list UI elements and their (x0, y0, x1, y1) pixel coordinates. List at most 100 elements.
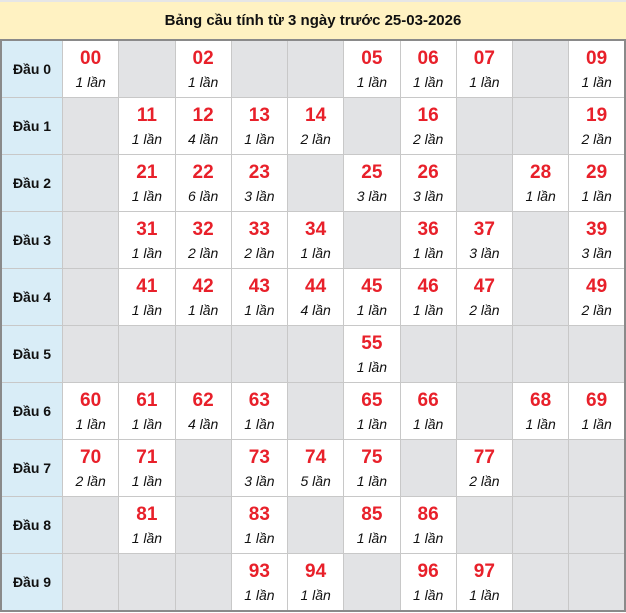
empty-cell (343, 553, 401, 612)
empty-cell (455, 325, 514, 383)
number-cell: 26 3 lần (399, 154, 457, 212)
row-label: Đầu 7 (0, 439, 63, 497)
lottery-number: 36 (417, 218, 439, 240)
lottery-number: 49 (586, 275, 608, 297)
occurrence-count: 1 lần (412, 301, 444, 318)
empty-cell (61, 553, 120, 612)
number-cell: 41 1 lần (118, 268, 176, 326)
lottery-number: 93 (248, 560, 270, 582)
lottery-number: 16 (417, 104, 439, 126)
number-cell: 49 2 lần (568, 268, 626, 326)
occurrence-count: 1 lần (356, 73, 388, 90)
occurrence-count: 4 lần (300, 301, 331, 318)
occurrence-count: 1 lần (75, 415, 106, 432)
occurrence-count: 3 lần (244, 187, 275, 204)
occurrence-count: 1 lần (469, 586, 500, 603)
number-cell: 16 2 lần (399, 97, 457, 155)
number-cell: 68 1 lần (511, 382, 570, 440)
lottery-number: 25 (361, 161, 383, 183)
number-cell: 36 1 lần (399, 211, 457, 269)
row-label: Đầu 4 (0, 268, 63, 326)
number-cell: 09 1 lần (568, 39, 626, 98)
table-row: Đầu 5 55 1 lần (0, 325, 626, 383)
lottery-number: 68 (530, 389, 552, 411)
empty-cell (343, 97, 401, 155)
empty-cell (286, 39, 345, 98)
row-label: Đầu 5 (0, 325, 63, 383)
empty-cell (61, 211, 120, 269)
number-cell: 21 1 lần (118, 154, 176, 212)
number-cell: 29 1 lần (568, 154, 626, 212)
number-cell: 71 1 lần (118, 439, 176, 497)
number-cell: 05 1 lần (343, 39, 401, 98)
number-cell: 06 1 lần (399, 39, 457, 98)
number-cell: 14 2 lần (286, 97, 345, 155)
occurrence-count: 1 lần (581, 73, 612, 90)
lottery-number: 21 (136, 161, 158, 183)
occurrence-count: 1 lần (412, 244, 444, 261)
number-cell: 43 1 lần (230, 268, 289, 326)
empty-cell (174, 553, 232, 612)
lottery-number: 62 (192, 389, 214, 411)
lottery-number: 41 (136, 275, 158, 297)
row-label: Đầu 0 (0, 39, 63, 98)
lottery-number: 14 (305, 104, 327, 126)
number-cell: 19 2 lần (568, 97, 626, 155)
lottery-number: 97 (473, 560, 495, 582)
occurrence-count: 3 lần (244, 472, 275, 489)
occurrence-count: 1 lần (525, 415, 556, 432)
number-cell: 55 1 lần (343, 325, 401, 383)
occurrence-count: 1 lần (356, 301, 388, 318)
occurrence-count: 2 lần (412, 130, 444, 147)
occurrence-count: 1 lần (581, 187, 612, 204)
lottery-number: 74 (305, 446, 327, 468)
number-cell: 96 1 lần (399, 553, 457, 612)
lottery-number: 96 (417, 560, 439, 582)
occurrence-count: 1 lần (356, 358, 388, 375)
lottery-number: 29 (586, 161, 608, 183)
lottery-number: 86 (417, 503, 439, 525)
lottery-number: 47 (473, 275, 495, 297)
lottery-number: 83 (248, 503, 270, 525)
lottery-number: 05 (361, 47, 383, 69)
number-cell: 02 1 lần (174, 39, 232, 98)
table-row: Đầu 7 70 2 lần 71 1 lần 73 3 lần 74 5 lần 75 1 lần… (0, 439, 626, 497)
occurrence-count: 2 lần (244, 244, 275, 261)
occurrence-count: 2 lần (581, 301, 612, 318)
number-cell: 11 1 lần (118, 97, 176, 155)
number-cell: 86 1 lần (399, 496, 457, 554)
number-cell: 70 2 lần (61, 439, 120, 497)
lottery-number: 06 (417, 47, 439, 69)
empty-cell (511, 268, 570, 326)
number-cell: 47 2 lần (455, 268, 514, 326)
number-cell: 37 3 lần (455, 211, 514, 269)
occurrence-count: 5 lần (300, 472, 331, 489)
number-cell: 75 1 lần (343, 439, 401, 497)
lottery-number: 60 (80, 389, 102, 411)
number-cell: 94 1 lần (286, 553, 345, 612)
number-cell: 39 3 lần (568, 211, 626, 269)
number-cell: 77 2 lần (455, 439, 514, 497)
empty-cell (61, 97, 120, 155)
number-cell: 93 1 lần (230, 553, 289, 612)
occurrence-count: 1 lần (244, 586, 275, 603)
lottery-number: 12 (192, 104, 214, 126)
occurrence-count: 1 lần (131, 301, 163, 318)
lottery-number: 37 (473, 218, 495, 240)
occurrence-count: 1 lần (187, 73, 219, 90)
occurrence-count: 2 lần (187, 244, 219, 261)
row-label: Đầu 2 (0, 154, 63, 212)
lottery-number: 39 (586, 218, 608, 240)
number-cell: 66 1 lần (399, 382, 457, 440)
row-label: Đầu 1 (0, 97, 63, 155)
number-cell: 33 2 lần (230, 211, 289, 269)
lottery-number: 31 (136, 218, 158, 240)
number-cell: 65 1 lần (343, 382, 401, 440)
empty-cell (455, 154, 514, 212)
table-row: Đầu 3 31 1 lần 32 2 lần 33 2 lần 34 1 lần 36 1 lần… (0, 211, 626, 269)
occurrence-count: 3 lần (356, 187, 388, 204)
occurrence-count: 1 lần (131, 472, 163, 489)
table-row: Đầu 4 41 1 lần 42 1 lần 43 1 lần 44 4 lần 45 1 lần… (0, 268, 626, 326)
row-label: Đầu 9 (0, 553, 63, 612)
lottery-number: 85 (361, 503, 383, 525)
